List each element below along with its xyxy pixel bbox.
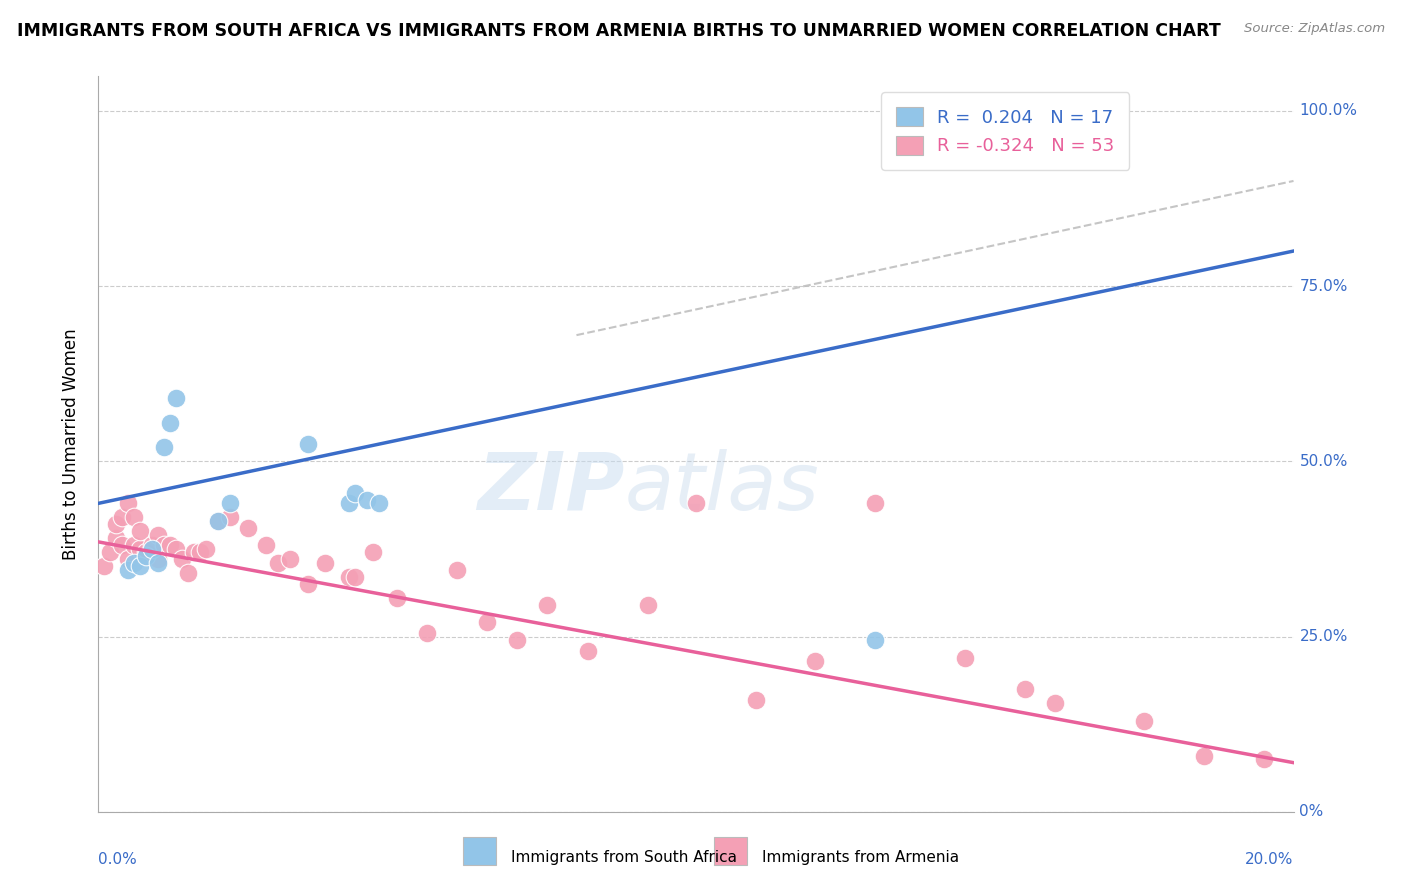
Point [416, 626, 439, 640]
Text: Immigrants from South Africa: Immigrants from South Africa [510, 850, 737, 865]
Point [865, 496, 887, 510]
Point [1192, 748, 1215, 763]
Point [267, 556, 290, 570]
Point [219, 496, 242, 510]
Point [124, 510, 146, 524]
Text: Source: ZipAtlas.com: Source: ZipAtlas.com [1244, 22, 1385, 36]
Point [129, 524, 152, 539]
Point [111, 538, 134, 552]
Point [475, 615, 498, 630]
Point [165, 541, 187, 556]
Text: ZIP: ZIP [477, 449, 624, 527]
Point [195, 541, 218, 556]
Point [637, 598, 659, 612]
Point [236, 521, 259, 535]
Point [506, 633, 529, 648]
Point [368, 496, 391, 510]
Point [297, 577, 319, 591]
Point [278, 552, 301, 566]
Point [141, 538, 163, 552]
Point [105, 532, 128, 546]
Text: Immigrants from Armenia: Immigrants from Armenia [762, 850, 959, 865]
Point [93, 559, 115, 574]
Point [865, 633, 887, 648]
Point [188, 545, 211, 559]
Point [536, 598, 558, 612]
Point [578, 643, 600, 657]
Text: 25.0%: 25.0% [1299, 629, 1348, 644]
Point [98, 545, 122, 559]
FancyBboxPatch shape [463, 837, 496, 864]
Point [1253, 752, 1275, 766]
Text: 75.0%: 75.0% [1299, 278, 1348, 293]
Text: 100.0%: 100.0% [1299, 103, 1358, 119]
Y-axis label: Births to Unmarried Women: Births to Unmarried Women [62, 328, 80, 559]
Point [135, 545, 157, 559]
Point [804, 654, 827, 668]
Point [153, 538, 176, 552]
Point [153, 440, 176, 454]
Point [745, 692, 768, 706]
Point [111, 510, 134, 524]
Point [117, 563, 139, 577]
Point [339, 570, 361, 584]
Point [207, 514, 229, 528]
Point [446, 563, 468, 577]
Text: IMMIGRANTS FROM SOUTH AFRICA VS IMMIGRANTS FROM ARMENIA BIRTHS TO UNMARRIED WOME: IMMIGRANTS FROM SOUTH AFRICA VS IMMIGRAN… [17, 22, 1220, 40]
Point [159, 416, 181, 430]
Point [356, 492, 378, 507]
Point [297, 436, 319, 450]
FancyBboxPatch shape [714, 837, 748, 864]
Point [1043, 696, 1066, 710]
Point [117, 496, 139, 510]
Point [129, 541, 152, 556]
Point [124, 538, 146, 552]
Point [117, 552, 139, 566]
Point [165, 391, 187, 405]
Point [315, 556, 337, 570]
Point [1133, 714, 1156, 728]
Point [159, 538, 181, 552]
Point [141, 541, 163, 556]
Text: 50.0%: 50.0% [1299, 454, 1348, 469]
Point [129, 559, 152, 574]
Point [148, 556, 170, 570]
Point [207, 514, 229, 528]
Point [219, 510, 242, 524]
Text: atlas: atlas [624, 449, 820, 527]
Text: 20.0%: 20.0% [1246, 852, 1294, 867]
Point [172, 552, 194, 566]
Point [953, 650, 976, 665]
Point [363, 545, 385, 559]
Point [177, 566, 200, 581]
Point [183, 545, 205, 559]
Point [1014, 682, 1036, 697]
Point [385, 591, 409, 605]
Point [339, 496, 361, 510]
Point [148, 528, 170, 542]
Point [105, 517, 128, 532]
Point [254, 538, 277, 552]
Point [124, 556, 146, 570]
Text: 0%: 0% [1299, 805, 1323, 819]
Point [148, 552, 170, 566]
Point [344, 485, 367, 500]
Point [344, 570, 367, 584]
Text: 0.0%: 0.0% [98, 852, 138, 867]
Point [685, 496, 707, 510]
Legend: R =  0.204   N = 17, R = -0.324   N = 53: R = 0.204 N = 17, R = -0.324 N = 53 [882, 92, 1129, 169]
Point [135, 549, 157, 563]
